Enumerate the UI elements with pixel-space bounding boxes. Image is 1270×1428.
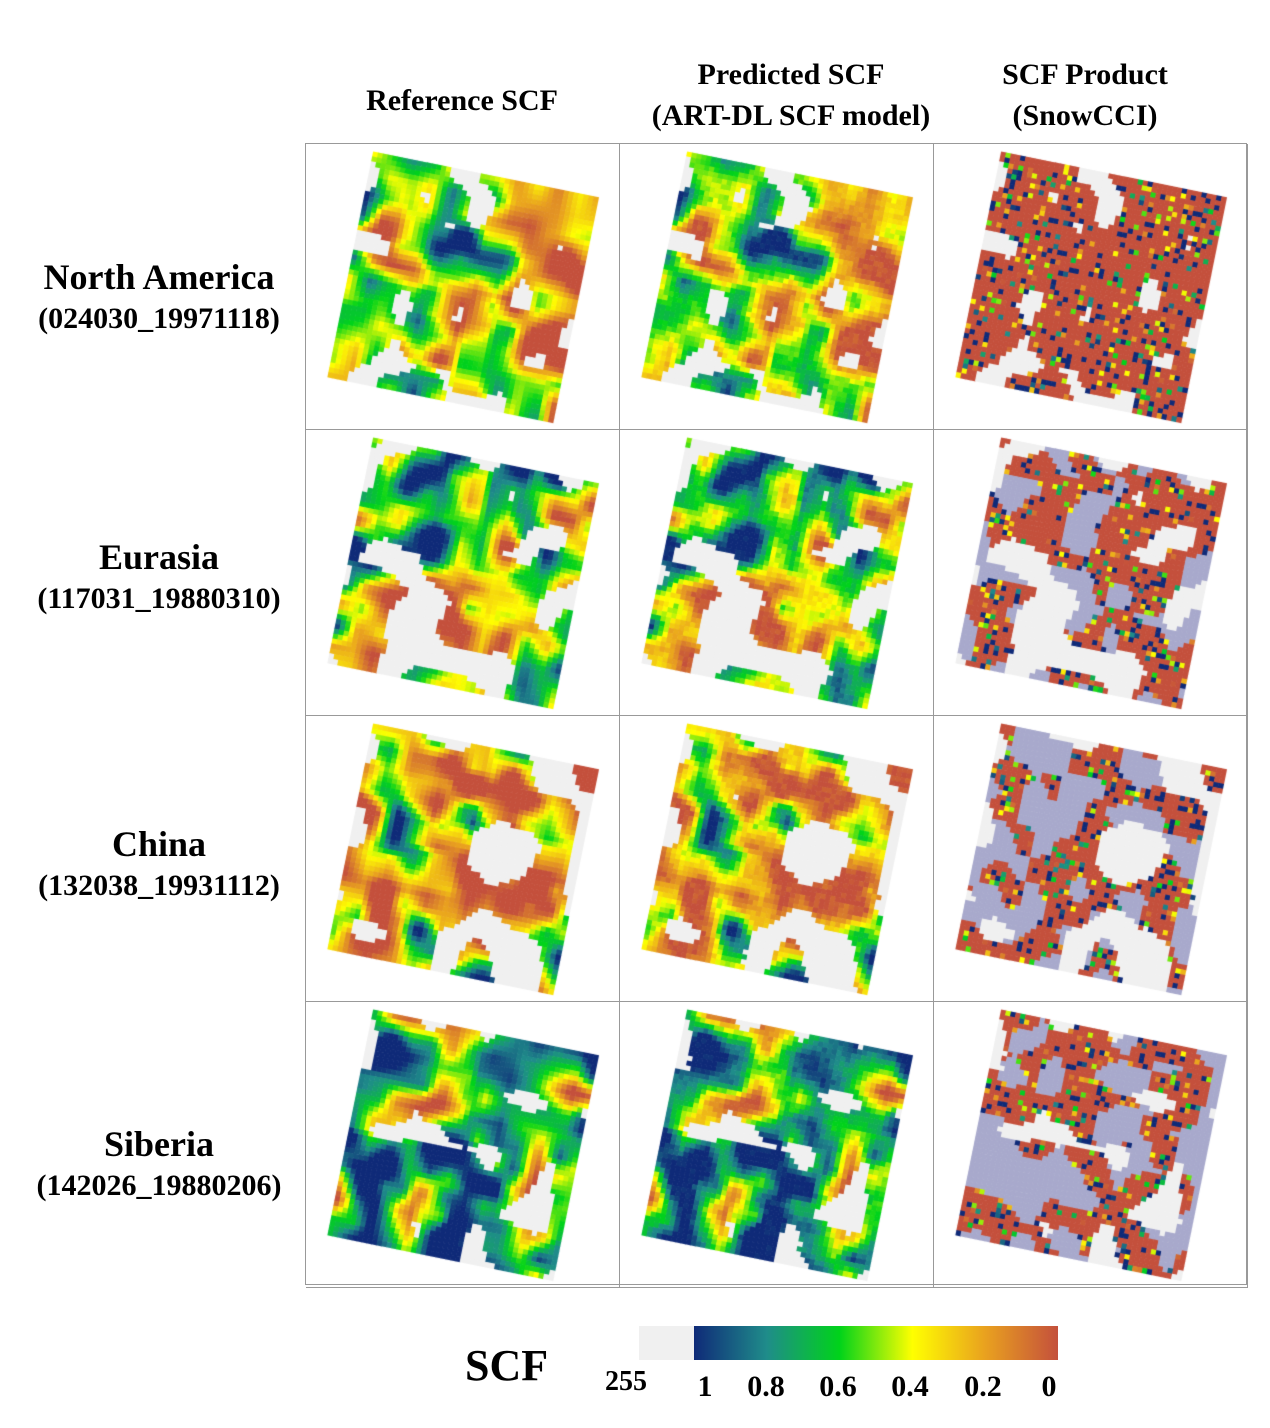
map-grid	[305, 143, 1248, 1288]
region-name: China	[111, 824, 207, 864]
scf-map-image	[306, 430, 619, 715]
scf-map-image	[620, 430, 933, 715]
scf-map-image	[306, 1002, 619, 1287]
scene-id: (142026_19880206)	[36, 1169, 282, 1202]
map-panel-north-america-snowcci	[934, 144, 1248, 430]
colorbar-tick: 0	[1041, 1370, 1057, 1403]
row-header-china: China (132038_19931112)	[0, 822, 318, 906]
colorbar-gradient	[694, 1326, 1058, 1360]
colorbar-tick: 0.8	[747, 1370, 785, 1403]
scf-map-image	[934, 144, 1247, 429]
colorbar-label: SCF	[465, 1341, 549, 1390]
map-panel-china-predicted	[620, 716, 934, 1002]
scf-map-image	[934, 430, 1247, 715]
scf-map-image	[934, 716, 1247, 1001]
colorbar-nodata-label: 255	[605, 1366, 647, 1397]
row-header-eurasia: Eurasia (117031_19880310)	[0, 535, 318, 619]
column-header-reference: Reference SCF	[305, 80, 619, 121]
column-title: Reference SCF	[366, 84, 558, 117]
scf-map-image	[620, 716, 933, 1001]
column-header-product: SCF Product (SnowCCI)	[933, 54, 1237, 136]
column-title: Predicted SCF	[697, 58, 885, 91]
map-panel-siberia-snowcci	[934, 1002, 1248, 1288]
column-subtitle: (ART-DL SCF model)	[651, 99, 931, 132]
colorbar-tick: 1	[697, 1370, 713, 1403]
map-panel-siberia-reference	[306, 1002, 620, 1288]
map-panel-siberia-predicted	[620, 1002, 934, 1288]
row-header-north-america: North America (024030_19971118)	[0, 255, 318, 339]
map-panel-china-reference	[306, 716, 620, 1002]
column-header-predicted: Predicted SCF (ART-DL SCF model)	[619, 54, 963, 136]
region-name: North America	[43, 257, 275, 297]
scf-map-image	[620, 1002, 933, 1287]
map-panel-eurasia-predicted	[620, 430, 934, 716]
scf-map-image	[306, 144, 619, 429]
region-name: Siberia	[103, 1124, 214, 1164]
map-panel-china-snowcci	[934, 716, 1248, 1002]
colorbar-tick: 0.4	[891, 1370, 929, 1403]
scf-map-image	[620, 144, 933, 429]
colorbar-tick: 0.6	[819, 1370, 857, 1403]
scf-map-image	[934, 1002, 1247, 1287]
map-panel-eurasia-reference	[306, 430, 620, 716]
map-panel-north-america-predicted	[620, 144, 934, 430]
scf-map-image	[306, 716, 619, 1001]
scene-id: (117031_19880310)	[37, 582, 281, 615]
map-panel-north-america-reference	[306, 144, 620, 430]
column-subtitle: (SnowCCI)	[1012, 99, 1158, 132]
colorbar-tick: 0.2	[964, 1370, 1002, 1403]
region-name: Eurasia	[98, 537, 220, 577]
colorbar-nodata-swatch	[639, 1326, 694, 1360]
scene-id: (132038_19931112)	[38, 869, 280, 902]
scene-id: (024030_19971118)	[38, 302, 280, 335]
map-panel-eurasia-snowcci	[934, 430, 1248, 716]
row-header-siberia: Siberia (142026_19880206)	[0, 1122, 318, 1206]
column-title: SCF Product	[1002, 58, 1168, 91]
